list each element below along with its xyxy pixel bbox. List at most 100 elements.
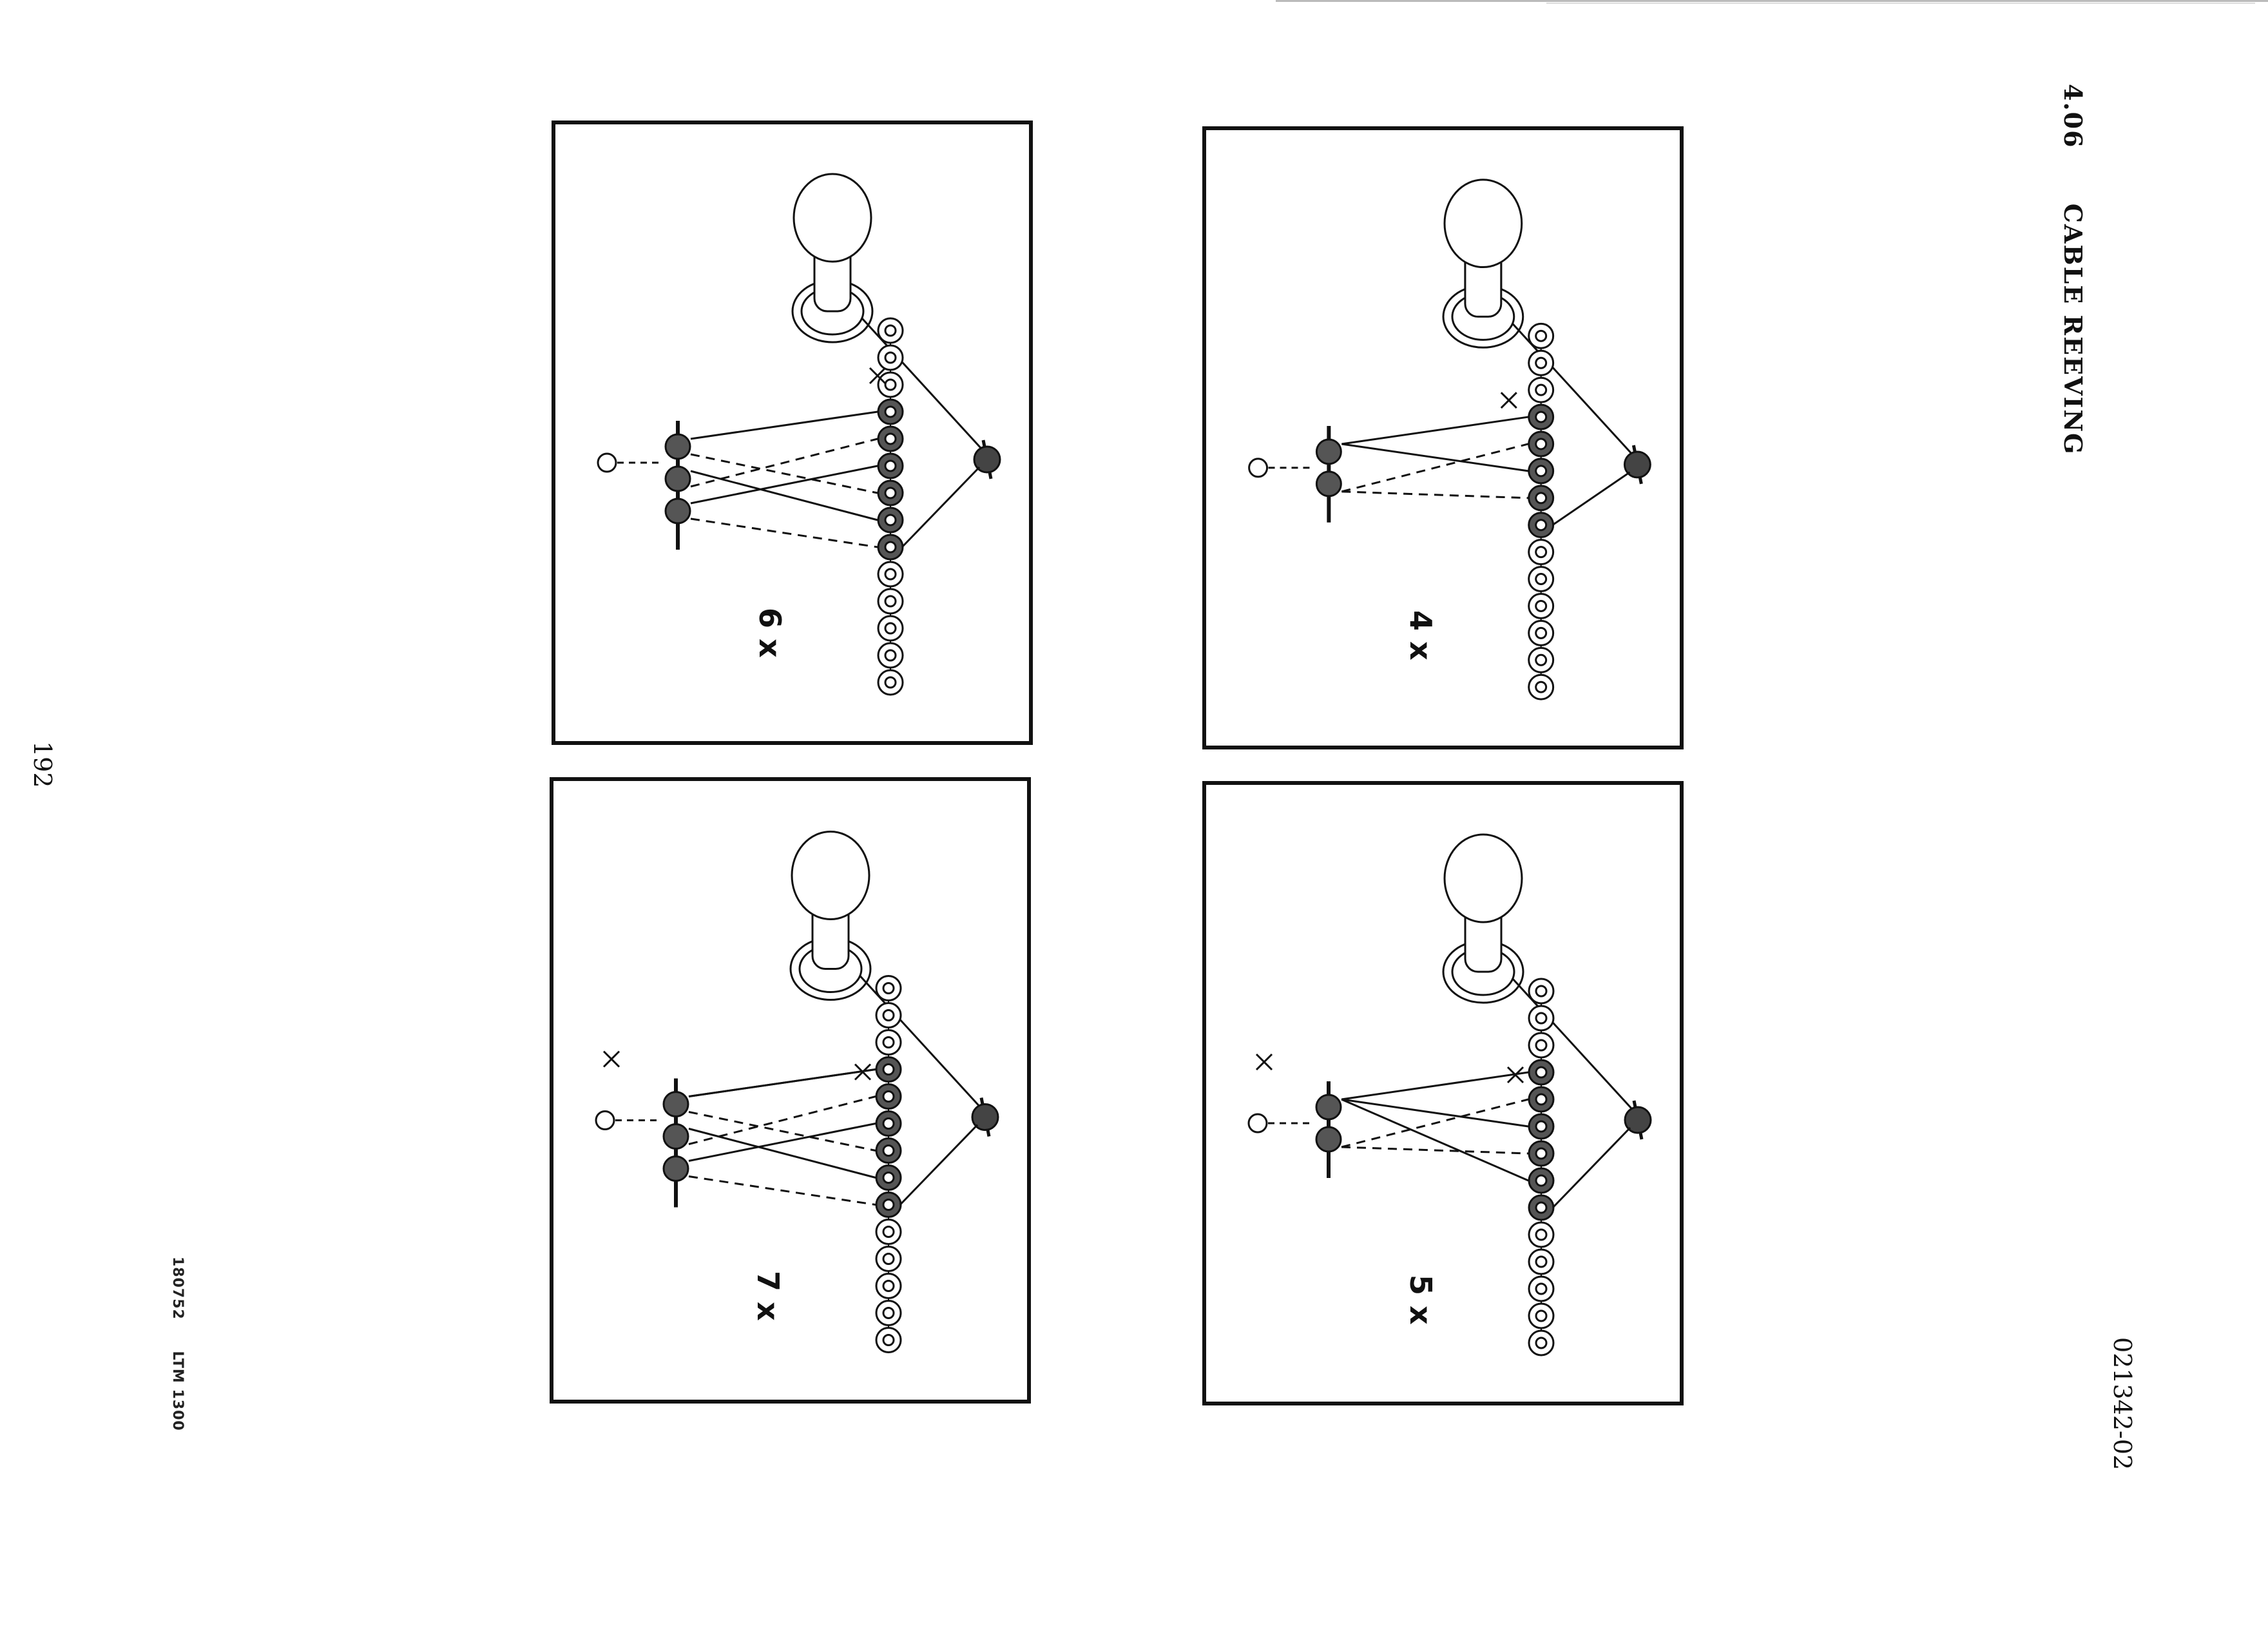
rope-end-marker-icon bbox=[1255, 1053, 1273, 1071]
scan-edge-line-2 bbox=[1546, 3, 2255, 4]
boom-sheave-hub-icon bbox=[882, 1144, 895, 1157]
boom-sheave-hub-icon bbox=[1535, 356, 1548, 369]
boom-sheave-hub-icon bbox=[1535, 546, 1548, 559]
boom-sheave-hub-icon bbox=[882, 1226, 895, 1238]
boom-sheave-hub-icon bbox=[1535, 329, 1548, 342]
reeving-rope-line bbox=[690, 453, 878, 494]
reeving-diagram-5x: 5 x bbox=[1202, 781, 1684, 1405]
reeving-rope-line bbox=[690, 517, 878, 548]
hook-icon bbox=[1247, 1113, 1268, 1134]
section-header: 4.06 CABLE REEVING bbox=[2036, 84, 2088, 857]
reeving-label-6x: 6 x bbox=[753, 608, 787, 658]
rope-sheave-to-boom bbox=[901, 466, 981, 548]
drawing-group bbox=[1247, 833, 1652, 1356]
boom-sheave-hub-icon bbox=[884, 676, 897, 689]
hook-block-sheave-icon bbox=[1315, 1094, 1342, 1121]
hook-block-sheave-icon bbox=[664, 465, 691, 492]
section-title: CABLE REEVING bbox=[2059, 203, 2088, 456]
deflection-sheave-icon bbox=[1624, 1106, 1652, 1134]
boom-sheave-hub-icon bbox=[884, 324, 897, 337]
hook-block-sheave-icon bbox=[1315, 470, 1342, 497]
boom-sheave-hub-icon bbox=[884, 649, 897, 662]
boom-sheave-hub-icon bbox=[884, 351, 897, 364]
boom-sheave-hub-icon bbox=[882, 1090, 895, 1103]
hook-block-sheave-icon bbox=[662, 1155, 689, 1182]
boom-sheave-hub-icon bbox=[1535, 1093, 1548, 1106]
reeving-rope-line bbox=[1341, 1098, 1529, 1182]
drawing-group bbox=[1248, 179, 1651, 700]
boom-sheave-hub-icon bbox=[1535, 465, 1548, 478]
reeving-label-7x: 7 x bbox=[751, 1271, 785, 1321]
drawing-group bbox=[597, 173, 1001, 696]
reeving-rope-line bbox=[1341, 1146, 1529, 1155]
rope-sheave-to-boom bbox=[1552, 1126, 1631, 1209]
boom-sheave-hub-icon bbox=[1535, 1337, 1548, 1349]
boom-sheave-hub-icon bbox=[1535, 653, 1548, 666]
boom-sheave-hub-icon bbox=[1535, 1228, 1548, 1241]
boom-sheave-hub-icon bbox=[1535, 1039, 1548, 1052]
boom-sheave-hub-icon bbox=[884, 378, 897, 391]
section-number: 4.06 bbox=[2059, 84, 2088, 149]
boom-sheave-hub-icon bbox=[1535, 1201, 1548, 1214]
boom-sheave-hub-icon bbox=[1535, 1174, 1548, 1187]
rope-end-marker-icon bbox=[854, 1063, 872, 1081]
hook-block-sheave-icon bbox=[662, 1123, 689, 1150]
drawing-group bbox=[595, 831, 999, 1353]
hook-block-sheave-icon bbox=[662, 1091, 689, 1117]
boom-sheave-hub-icon bbox=[1535, 599, 1548, 612]
rope-end-marker-icon bbox=[869, 367, 887, 385]
reeving-rope-line bbox=[688, 1068, 876, 1097]
reeving-label-4x: 4 x bbox=[1403, 610, 1438, 661]
deflection-sheave-icon bbox=[973, 445, 1001, 474]
hook-block-sheave-icon bbox=[664, 433, 691, 460]
rope-end-marker-icon bbox=[1500, 392, 1517, 409]
winch-end-disc-icon bbox=[1443, 833, 1523, 923]
boom-sheave-hub-icon bbox=[1535, 1282, 1548, 1295]
boom-sheave-hub-icon bbox=[884, 459, 897, 472]
hook-block-sheave-icon bbox=[664, 497, 691, 525]
reeving-rope-line bbox=[690, 465, 878, 505]
boom-sheave-hub-icon bbox=[882, 982, 895, 994]
reeving-diagram-7x: 7 x bbox=[550, 777, 1031, 1404]
boom-sheave-hub-icon bbox=[882, 1172, 895, 1184]
reeving-rope-line bbox=[690, 410, 878, 440]
hook-icon bbox=[597, 452, 617, 473]
boom-sheave-hub-icon bbox=[882, 1063, 895, 1076]
scan-edge-line bbox=[1276, 0, 2268, 2]
page-number: 192 bbox=[28, 741, 57, 788]
reeving-rope-line bbox=[1341, 490, 1528, 499]
boom-sheave-hub-icon bbox=[884, 487, 897, 499]
boom-sheave-hub-icon bbox=[882, 1009, 895, 1021]
boom-sheave-hub-icon bbox=[884, 595, 897, 608]
footer-code: 180752 bbox=[169, 1257, 186, 1320]
boom-sheave-hub-icon bbox=[1535, 680, 1548, 693]
reeving-rope-line bbox=[688, 1123, 876, 1162]
reeving-rope-line bbox=[688, 1175, 876, 1206]
boom-sheave-hub-icon bbox=[882, 1307, 895, 1319]
boom-sheave-hub-icon bbox=[1535, 519, 1548, 532]
reeving-diagram-4x: 4 x bbox=[1202, 126, 1684, 749]
reeving-rope-line bbox=[1341, 443, 1528, 472]
boom-sheave-hub-icon bbox=[1535, 1066, 1548, 1079]
boom-sheave-hub-icon bbox=[884, 405, 897, 418]
reeving-rope-line bbox=[1341, 1071, 1529, 1101]
reeving-rope-line bbox=[1341, 443, 1529, 493]
reeving-drawing-6x bbox=[597, 173, 1001, 696]
page-footer: 180752 LTM 1300 bbox=[169, 1257, 186, 1457]
reeving-rope-line bbox=[688, 1111, 876, 1152]
reeving-label-5x: 5 x bbox=[1403, 1275, 1438, 1325]
boom-sheave-hub-icon bbox=[884, 622, 897, 635]
boom-sheave-hub-icon bbox=[884, 568, 897, 581]
reeving-rope-line bbox=[690, 470, 878, 521]
reeving-diagram-6x: 6 x bbox=[552, 121, 1033, 745]
boom-sheave-hub-icon bbox=[1535, 492, 1548, 505]
boom-sheave-hub-icon bbox=[882, 1334, 895, 1346]
rope-sheave-to-boom bbox=[1552, 471, 1631, 526]
boom-sheave-hub-icon bbox=[882, 1036, 895, 1048]
reeving-rope-line bbox=[1341, 1098, 1529, 1148]
boom-sheave-hub-icon bbox=[882, 1199, 895, 1211]
boom-sheave-hub-icon bbox=[884, 514, 897, 526]
winch-end-disc-icon bbox=[793, 173, 872, 263]
rope-end-marker-icon bbox=[602, 1050, 620, 1068]
deflection-sheave-icon bbox=[971, 1103, 999, 1131]
